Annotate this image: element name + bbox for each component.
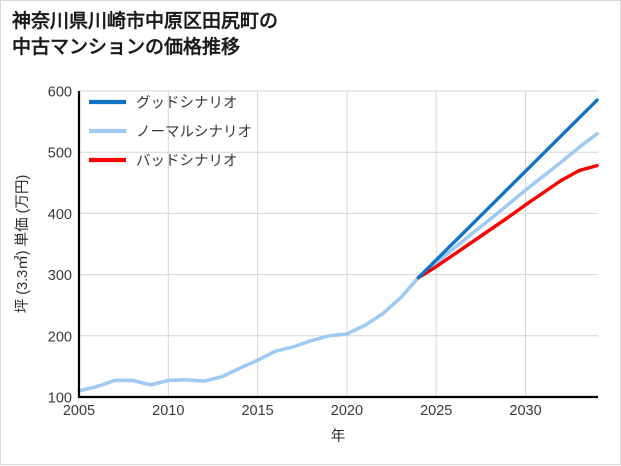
chart-title-line-2: 中古マンションの価格推移: [12, 37, 241, 58]
x-tick-label: 2030: [509, 403, 541, 419]
x-tick-label: 2025: [420, 403, 452, 419]
series-line-ノーマルシナリオ: [77, 132, 599, 393]
series-group: [77, 98, 599, 393]
series-line-グッドシナリオ: [416, 98, 599, 280]
series-line-バッドシナリオ: [416, 163, 599, 280]
x-tick-label: 2020: [331, 403, 363, 419]
y-tick-label: 600: [48, 85, 72, 101]
y-tick-label: 200: [48, 329, 72, 345]
chart-title-line-1: 神奈川県川崎市中原区田尻町の: [12, 11, 279, 32]
y-axis-title: 坪 (3.3㎡) 単価 (万円): [14, 175, 31, 314]
legend-label-0: グッドシナリオ: [136, 95, 238, 112]
x-tick-label: 2015: [241, 403, 273, 419]
x-tick-labels: 2005 2010 2015 2020 2025 2030: [63, 403, 542, 419]
y-tick-label: 300: [48, 268, 72, 284]
legend-label-1: ノーマルシナリオ: [136, 125, 252, 141]
y-tick-label: 500: [48, 146, 72, 162]
x-tick-label: 2005: [63, 403, 95, 419]
y-tick-label: 400: [48, 207, 72, 223]
x-axis-title: 年: [331, 428, 346, 445]
legend-label-2: バッドシナリオ: [136, 154, 238, 170]
axis-lines: [77, 91, 598, 399]
y-tick-label: 100: [48, 391, 72, 407]
chart-title: 神奈川県川崎市中原区田尻町の 中古マンションの価格推移: [12, 9, 278, 61]
x-tick-label: 2010: [152, 403, 184, 419]
y-tick-labels: 100 200 300 400 500 600: [48, 85, 72, 407]
